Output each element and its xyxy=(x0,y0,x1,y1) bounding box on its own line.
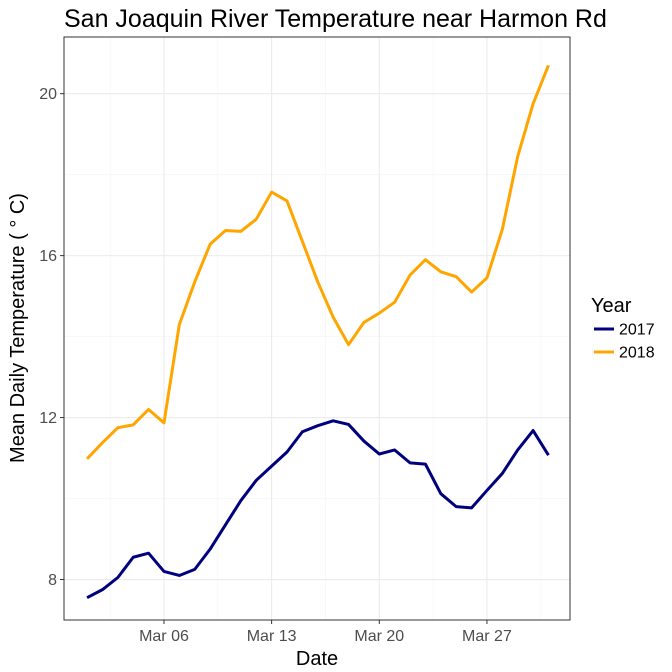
x-tick-label: Mar 20 xyxy=(354,628,404,645)
y-axis-title: Mean Daily Temperature ( ° C) xyxy=(7,193,29,463)
y-axis: 8 12 16 20 xyxy=(39,86,64,589)
x-axis-title: Date xyxy=(296,648,338,670)
x-tick-label: Mar 06 xyxy=(139,628,189,645)
x-tick-label: Mar 27 xyxy=(462,628,512,645)
y-tick-label: 12 xyxy=(39,410,57,427)
gridlines xyxy=(64,37,570,620)
plot-background xyxy=(64,37,570,620)
legend: Year 2017 2018 xyxy=(591,295,655,362)
legend-items: 2017 2018 xyxy=(594,322,655,362)
legend-title: Year xyxy=(591,295,632,317)
series-line-2017 xyxy=(86,419,550,600)
x-axis: Mar 06 Mar 13 Mar 20 Mar 27 xyxy=(139,620,512,645)
legend-label: 2018 xyxy=(619,345,655,362)
y-tick-label: 8 xyxy=(48,572,57,589)
x-tick-label: Mar 13 xyxy=(247,628,297,645)
plot-border xyxy=(63,36,571,621)
y-tick-label: 16 xyxy=(39,248,57,265)
legend-item-2018: 2018 xyxy=(594,345,655,362)
chart-title: San Joaquin River Temperature near Harmo… xyxy=(64,5,607,33)
y-tick-label: 20 xyxy=(39,86,57,103)
series-line-2018 xyxy=(85,64,550,460)
legend-item-2017: 2017 xyxy=(594,322,655,339)
plot-panel xyxy=(63,36,571,621)
series-lines xyxy=(85,64,550,600)
legend-label: 2017 xyxy=(619,322,655,339)
